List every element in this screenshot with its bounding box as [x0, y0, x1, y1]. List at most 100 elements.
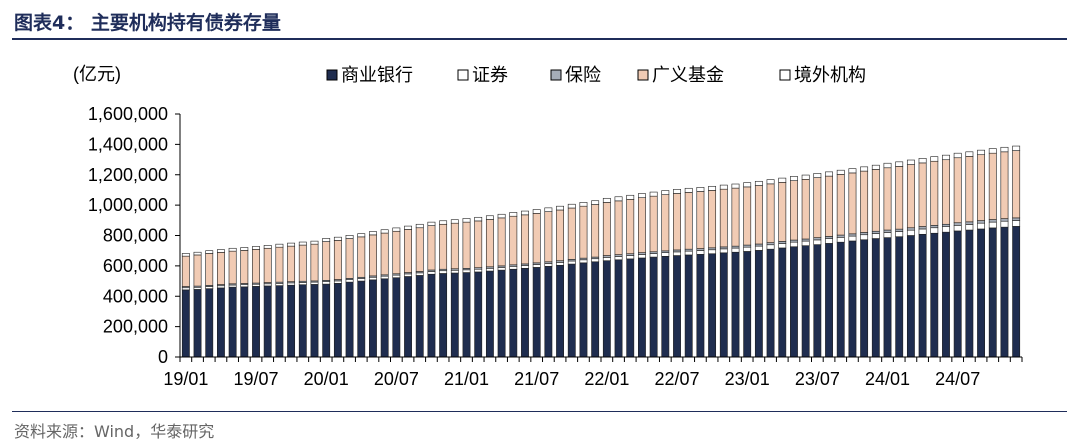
bar-segment [661, 190, 670, 195]
bar-segment [930, 227, 939, 234]
bar-segment [766, 183, 775, 243]
bar-segment [404, 276, 412, 358]
bar-segment [240, 284, 249, 288]
bar-segment [380, 278, 389, 358]
bar-segment [743, 244, 752, 248]
bar-segment [427, 221, 436, 226]
bar-segment [544, 263, 553, 267]
bar-segment [825, 175, 833, 237]
bar-segment [743, 251, 752, 358]
bar-segment [836, 234, 845, 238]
bar-segment [287, 245, 296, 282]
legend-swatch [457, 69, 469, 81]
bar-segment [638, 254, 646, 259]
bar-segment [532, 213, 541, 264]
bar-segment [556, 209, 564, 262]
bar-segment [1000, 226, 1009, 358]
bar-segment [497, 213, 506, 219]
bar-segment [322, 241, 331, 281]
bar-segment [825, 236, 833, 239]
bar-segment [942, 226, 950, 233]
bar-segment [871, 233, 880, 239]
bar-segment [895, 166, 904, 230]
bar-segment [801, 245, 810, 358]
source-divider [12, 411, 1067, 412]
bar-segment [591, 258, 600, 263]
bar-segment [790, 239, 798, 243]
bar-segment [895, 236, 904, 358]
bar-segment [228, 284, 237, 288]
bar-segment [836, 241, 845, 358]
legend: 商业银行 证券 保险 广义基金 境外机构 [326, 65, 866, 86]
x-axis: 19/01 19/07 20/01 20/07 21/01 21/07 22/01 22/07… [163, 356, 1023, 389]
bar-segment [778, 247, 787, 358]
bar-segment [509, 215, 518, 266]
bar-segment [462, 269, 471, 273]
y-tick-label: 200,000 [103, 317, 168, 337]
bar-segment [567, 207, 576, 260]
bar-segment [614, 200, 623, 255]
bar-segment [813, 177, 822, 238]
bar-segment [953, 222, 962, 226]
x-tick-label: 23/01 [725, 369, 770, 389]
bar-segment [708, 190, 717, 249]
bar-segment [731, 187, 740, 247]
bar-segment [521, 265, 529, 269]
bar-segment [591, 200, 600, 205]
bar-segment [883, 229, 892, 233]
bar-segment [848, 168, 857, 174]
bar-segment [333, 236, 342, 241]
bar-segment [977, 228, 985, 358]
bar-segment [848, 172, 857, 235]
bar-segment [240, 247, 249, 251]
bar-segment [439, 220, 448, 225]
bar-segment [848, 240, 857, 358]
y-tick-label: 400,000 [103, 286, 168, 306]
x-tick-label: 22/07 [654, 369, 699, 389]
bar-segment [345, 238, 354, 279]
bar-segment [1000, 218, 1009, 222]
bar-segment [918, 158, 927, 164]
bar-segment [883, 162, 892, 169]
bar-segment [801, 174, 810, 180]
bar-segment [450, 269, 459, 274]
bar-segment [825, 238, 833, 244]
bar-segment [638, 257, 646, 358]
bar-segment [310, 243, 319, 282]
bar-segment [626, 258, 635, 358]
legend-swatch [779, 69, 791, 81]
bar-segment [754, 185, 763, 245]
bar-segment [684, 254, 693, 358]
bar-segment [860, 234, 869, 241]
bar-segment [532, 209, 541, 214]
bar-segment [766, 179, 775, 185]
bar-segment [965, 156, 974, 223]
source-note: 资料来源：Wind，华泰研究 [14, 422, 215, 441]
bar-segment [450, 222, 459, 270]
bar-segment [918, 226, 927, 230]
bar-segment [801, 179, 810, 240]
bar-segment [860, 239, 869, 358]
bar-segment [462, 218, 471, 223]
bar-segment [942, 231, 950, 358]
bar-segment [556, 205, 564, 211]
bar-segment [1000, 220, 1009, 228]
bar-segment [813, 173, 822, 178]
bar-segment [287, 242, 296, 247]
legend-label: 境外机构 [794, 65, 866, 86]
bar-segment [790, 180, 798, 241]
bar-segment [333, 283, 342, 358]
bar-segment [988, 152, 997, 220]
bar-segment [263, 283, 272, 287]
bar-segment [263, 245, 272, 249]
bar-segment [369, 279, 377, 358]
bar-segment [1000, 146, 1009, 153]
bar-segment [977, 149, 985, 156]
bar-segment [404, 225, 412, 230]
bar-segment [602, 202, 611, 256]
legend-label: 保险 [565, 65, 601, 86]
bar-segment [649, 253, 658, 258]
bar-segment [322, 281, 331, 285]
bar-segment [614, 259, 623, 358]
bar-segment [497, 269, 506, 358]
